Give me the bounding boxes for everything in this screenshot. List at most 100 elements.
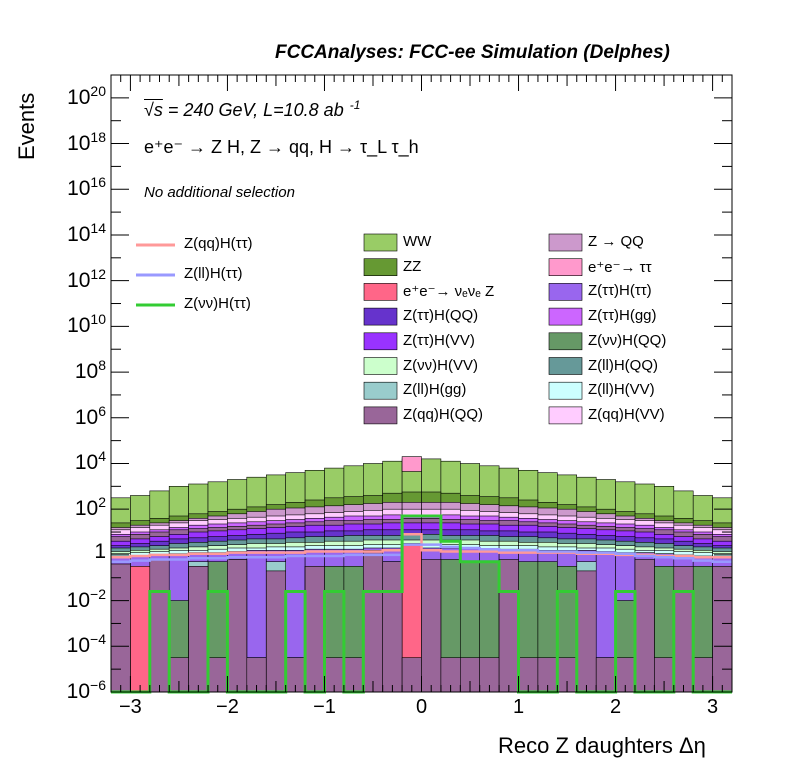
y-tick-label: 102: [20, 494, 106, 521]
y-tick-exponent: 2: [98, 494, 106, 511]
legend-swatch-ZqqHVV: [548, 406, 583, 425]
legend-swatch-ZtautauHtautau: [548, 283, 583, 301]
legend-label: Z(νν)H(VV): [403, 356, 478, 374]
legend-swatches: [136, 233, 583, 425]
y-tick-exponent: 12: [90, 265, 106, 282]
legend-swatch-ZZ: [363, 258, 398, 277]
y-tick-label: 108: [20, 357, 106, 384]
bar-ZqqHQQ_lo-27: [634, 559, 655, 693]
y-tick-base: 10: [74, 360, 99, 384]
y-tick-label: 10−4: [20, 631, 106, 658]
y-tick-base: 10: [74, 497, 99, 521]
y-tick-label: 1020: [20, 83, 106, 110]
y-tick-exponent: 8: [98, 357, 106, 374]
y-tick-label: 1018: [20, 129, 106, 156]
sqrt-s: √s: [144, 100, 163, 120]
bar-ZqqHQQ_lo-20: [498, 559, 519, 693]
legend-label: e⁺e⁻→ ττ: [588, 258, 652, 276]
bar-ZqqHQQ_lo-4: [188, 565, 209, 693]
legend-label: Z(νν)H(QQ): [588, 331, 667, 349]
legend-label: Z(ττ)H(QQ): [403, 307, 479, 325]
legend-label: Z(qq)H(ττ): [184, 235, 253, 252]
legend-label: Z(ll)H(ττ): [184, 265, 243, 282]
energy-annotation: √s = 240 GeV, L=10.8 ab -1: [144, 98, 360, 121]
legend-swatch-ZllHVV: [548, 381, 583, 400]
y-tick-exponent: 4: [98, 448, 106, 465]
energy-lumi: = 240 GeV, L=10.8 ab: [162, 100, 344, 120]
legend-label: Z(qq)H(QQ): [403, 405, 483, 423]
signal-line-sig_ll: [111, 543, 732, 563]
legend-swatch-ZtautauHgg: [548, 307, 583, 326]
legend-label: ZZ: [403, 257, 422, 275]
selection-annotation: No additional selection: [144, 184, 295, 201]
bar-ZqqHQQ_lo-13: [362, 549, 383, 693]
y-tick-exponent: −6: [90, 677, 106, 693]
legend-swatch-ZqqHQQ: [363, 406, 398, 425]
y-tick-base: 10: [67, 85, 91, 109]
legend-label: Z(ll)H(QQ): [588, 356, 658, 374]
legend-swatch-ZtautauHQQ: [363, 307, 398, 326]
bar-nunuZ-1: [130, 565, 151, 693]
legend-label: Z(ll)H(gg): [403, 381, 467, 399]
x-tick-label: −1: [313, 696, 336, 718]
y-tick-base: 10: [67, 268, 91, 292]
stacked-histograms: [110, 456, 733, 693]
y-tick-label: 1014: [20, 220, 106, 247]
bar-ZqqHQQ_lo-16: [421, 559, 442, 693]
y-tick-base: 1: [94, 539, 106, 563]
y-tick-base: 10: [66, 680, 91, 703]
legend-swatch-nunuZ: [363, 283, 398, 301]
x-tick-label: 3: [707, 696, 719, 718]
y-tick-label: 1: [20, 540, 106, 564]
y-tick-base: 10: [66, 634, 91, 658]
legend-label: e⁺e⁻→ νₑνₑ Z: [403, 283, 495, 301]
y-tick-base: 10: [67, 314, 91, 338]
legend-label: Z(ττ)H(ττ): [588, 282, 652, 300]
legend-label: Z(ττ)H(VV): [403, 331, 475, 349]
bar-ZqqHQQ_lo-8: [265, 570, 286, 693]
bar-tautau-spike: [401, 456, 422, 472]
legend-label: Z(qq)H(VV): [588, 405, 665, 423]
legend-label: Z(ττ)H(gg): [588, 307, 657, 325]
legend-swatch-WW: [363, 233, 398, 252]
legend-label: Z(ll)H(VV): [588, 381, 655, 399]
y-tick-exponent: −2: [90, 585, 106, 602]
axes-frame: [110, 74, 733, 693]
legend-swatch-ZnunuHQQ: [548, 332, 583, 351]
y-tick-label: 106: [20, 403, 106, 430]
x-tick-label: 2: [610, 696, 622, 718]
legend-swatch-ZtautauHVV: [363, 332, 398, 351]
bar-ZqqHQQ_lo-10: [304, 565, 325, 693]
y-tick-exponent: 20: [90, 82, 106, 99]
x-axis-label: Reco Z daughters Δη: [498, 733, 706, 758]
y-tick-base: 10: [74, 451, 99, 475]
signal-line-sig_nunu: [111, 514, 732, 694]
bar-ZqqHQQ_lo-6: [227, 559, 248, 693]
legend-swatch-ZnunuHVV: [363, 357, 398, 375]
y-tick-exponent: 10: [90, 311, 106, 328]
y-tick-label: 10−6: [20, 677, 106, 704]
legend-swatch-ZllHQQ: [548, 357, 583, 375]
legend-label: Z → QQ: [588, 233, 644, 250]
x-tick-label: 1: [512, 696, 525, 718]
y-tick-base: 10: [67, 222, 91, 246]
y-tick-base: 10: [74, 405, 99, 429]
y-tick-label: 1012: [20, 266, 106, 293]
y-tick-exponent: 18: [90, 128, 106, 145]
process-annotation: e⁺e⁻ → Z H, Z → qq, H → τ_L τ_h: [144, 137, 419, 157]
plot-header: FCCAnalyses: FCC-ee Simulation (Delphes): [275, 42, 670, 63]
y-tick-base: 10: [67, 131, 91, 155]
legend-swatch-ZllHgg: [363, 381, 398, 400]
y-tick-label: 104: [20, 448, 106, 475]
y-tick-label: 1010: [20, 311, 106, 338]
y-tick-label: 10−2: [20, 586, 106, 613]
bar-ZqqHQQ_lo-0: [110, 563, 131, 693]
bar-ZqqHQQ_lo-29: [673, 565, 694, 693]
bar-ZqqHQQ_lo-14: [382, 561, 403, 693]
legend-label: Z(νν)H(ττ): [184, 295, 251, 312]
y-tick-exponent: 14: [90, 219, 106, 236]
y-tick-exponent: 16: [90, 174, 106, 191]
bar-ZqqHQQ_lo-24: [576, 570, 597, 693]
lumi-exponent: -1: [349, 98, 361, 112]
